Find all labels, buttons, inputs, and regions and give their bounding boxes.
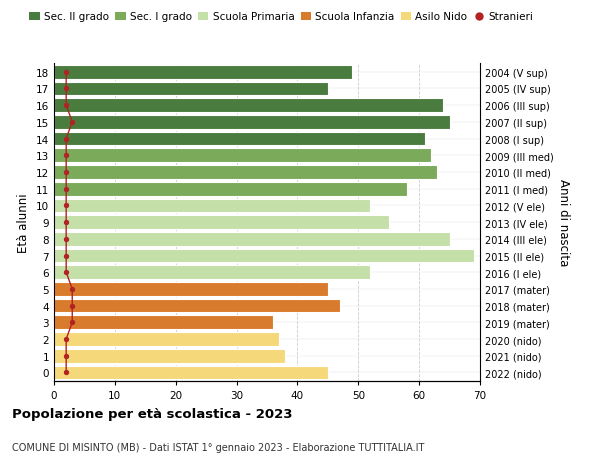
Bar (54, 116, 449, 129)
Text: COMUNE DI MISINTO (MB) - Dati ISTAT 1° gennaio 2023 - Elaborazione TUTTITALIA.IT: COMUNE DI MISINTO (MB) - Dati ISTAT 1° g… (12, 442, 424, 452)
Bar (54, 366, 328, 380)
Point (61, 235, 71, 243)
Bar (54, 133, 425, 146)
Bar (54, 199, 370, 213)
Bar (54, 282, 328, 296)
Point (67, 302, 77, 310)
Bar (54, 166, 437, 179)
Point (61, 219, 71, 226)
Point (61, 353, 71, 360)
Text: Popolazione per età scolastica - 2023: Popolazione per età scolastica - 2023 (12, 407, 293, 420)
Bar (54, 149, 431, 163)
Point (61, 336, 71, 343)
Bar (54, 83, 328, 96)
Bar (54, 349, 285, 363)
Bar (54, 216, 389, 230)
Bar (54, 266, 370, 280)
Point (61, 369, 71, 376)
Bar (54, 299, 340, 313)
Bar (54, 249, 474, 263)
Point (61, 252, 71, 260)
Legend: Sec. II grado, Sec. I grado, Scuola Primaria, Scuola Infanzia, Asilo Nido, Stran: Sec. II grado, Sec. I grado, Scuola Prim… (29, 12, 533, 22)
Point (61, 85, 71, 93)
Point (61, 269, 71, 276)
Bar (54, 316, 273, 330)
Point (61, 152, 71, 160)
Bar (54, 66, 352, 79)
Y-axis label: Età alunni: Età alunni (17, 193, 31, 252)
Point (67, 285, 77, 293)
Bar (54, 232, 449, 246)
Point (61, 202, 71, 210)
Point (67, 119, 77, 126)
Bar (54, 99, 443, 113)
Point (61, 185, 71, 193)
Point (67, 319, 77, 326)
Point (61, 169, 71, 176)
Bar (54, 182, 407, 196)
Point (61, 135, 71, 143)
Point (61, 102, 71, 110)
Y-axis label: Anni di nascita: Anni di nascita (557, 179, 570, 266)
Point (61, 69, 71, 76)
Bar (54, 332, 279, 346)
